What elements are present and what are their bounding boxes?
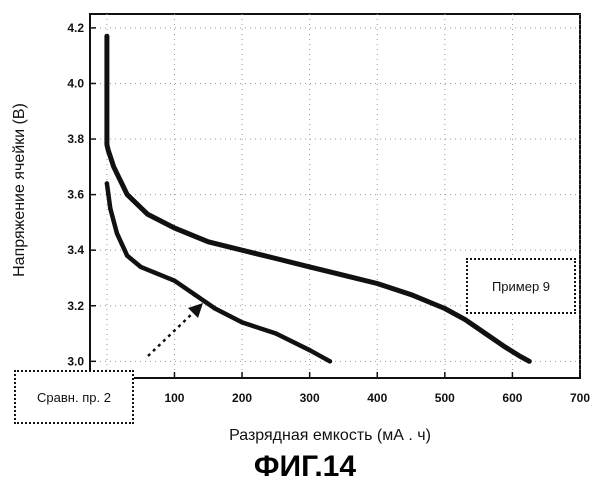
data-point [341,272,346,278]
x-tick-label: 400 [367,391,387,405]
data-point [327,359,333,364]
plot-frame [89,13,581,379]
y-axis-title: Напряжение ячейки (В) [11,103,28,277]
figure-caption: ФИГ.14 [253,450,357,483]
annotation-arrow [147,309,197,357]
data-point [124,253,130,258]
data-point [212,306,218,311]
data-point [273,331,279,336]
data-point [503,345,508,350]
data-point [138,264,143,270]
data-point [527,359,532,364]
data-point [273,256,279,261]
data-point [104,181,110,186]
data-point [206,239,211,245]
data-point [145,211,150,217]
x-tick-label: 100 [164,391,184,405]
data-point [104,117,110,122]
annotation-primer-9: Пример 9 [466,258,576,314]
y-tick-label: 3.4 [67,243,84,257]
y-tick-label: 3.2 [67,299,84,313]
annotation-arrowhead [188,303,203,318]
y-tick-label: 3.6 [67,188,84,202]
x-tick-label: 500 [435,391,455,405]
x-axis-title: Разрядная емкость (мА . ч) [229,427,431,444]
x-tick-label: 200 [232,391,252,405]
grid-layer [89,13,581,379]
data-point [108,206,113,211]
data-point [152,270,157,275]
data-point [375,281,380,286]
series-layer [104,33,532,364]
ticks-layer: 3.0 3.2 3.4 3.6 3.8 4.0 4.2 100 200 300 400 500 600 7… [67,21,590,405]
data-point [307,264,312,270]
data-point [442,306,448,311]
data-point [172,278,177,283]
data-point [111,164,116,170]
x-tick-label: 600 [502,391,522,405]
data-point [106,147,111,153]
data-point [408,292,414,297]
data-point [114,231,120,236]
data-point [124,192,130,197]
y-tick-label: 4.2 [67,21,84,35]
data-point [516,353,522,358]
data-point [192,292,197,297]
discharge-chart: 3.0 3.2 3.4 3.6 3.8 4.0 4.2 100 200 300 400 500 600 7… [11,13,590,444]
data-point [104,34,110,39]
x-tick-label: 700 [570,391,590,405]
data-point [483,331,488,336]
y-tick-label: 3.0 [67,354,84,368]
y-tick-label: 4.0 [67,76,84,90]
data-point [462,317,468,322]
data-point [239,320,245,325]
data-point [104,142,110,147]
data-point [307,348,312,353]
x-tick-label: 300 [300,391,320,405]
data-point [239,247,245,253]
data-point [172,225,177,231]
y-tick-label: 3.8 [67,132,84,146]
annotation-sravn-pr-2: Сравн. пр. 2 [14,370,134,424]
